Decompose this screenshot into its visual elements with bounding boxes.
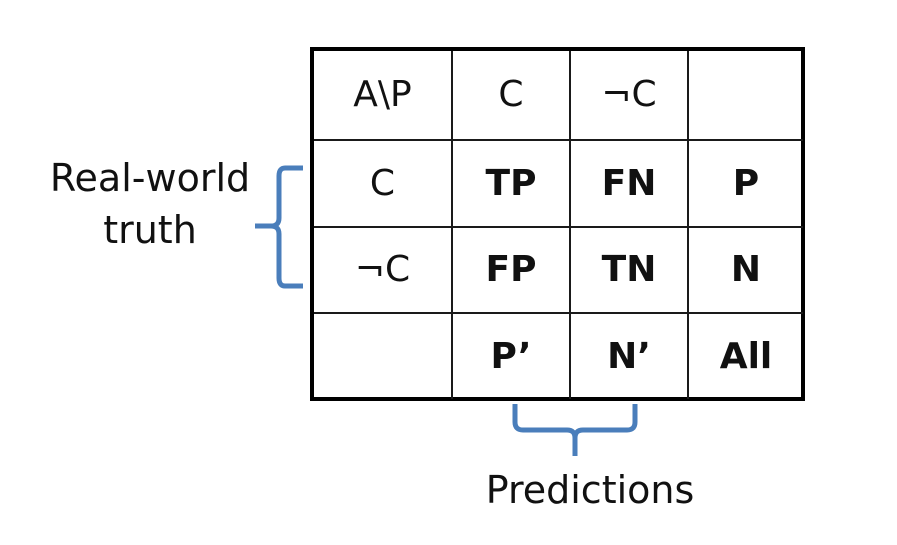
real-world-truth-label-line2: truth: [103, 208, 197, 252]
matrix-cell: TP: [453, 141, 571, 228]
matrix-cell: P: [689, 141, 803, 228]
matrix-cell: P’: [453, 314, 571, 399]
columns-brace: [512, 404, 638, 456]
matrix-cell: C: [314, 141, 453, 228]
matrix-cell: All: [719, 335, 773, 377]
matrix-cell: A\P: [314, 51, 453, 141]
rows-brace: [255, 165, 303, 289]
matrix-cell: ¬C: [571, 51, 689, 141]
matrix-cell: TN: [571, 228, 689, 314]
confusion-matrix-table: A\P C ¬C C TP FN P ¬C FP TN N P’ N’ All: [310, 47, 805, 401]
real-world-truth-label: Real-world truth: [30, 152, 270, 256]
predictions-label: Predictions: [485, 468, 695, 512]
matrix-cell: N’: [571, 314, 689, 399]
real-world-truth-label-line1: Real-world: [49, 156, 251, 200]
matrix-cell: [689, 51, 803, 141]
matrix-cell: [314, 314, 453, 399]
rows-brace-path: [255, 165, 303, 289]
columns-brace-path: [512, 404, 638, 456]
matrix-cell: ¬C: [314, 228, 453, 314]
matrix-cell: FN: [571, 141, 689, 228]
matrix-cell: N: [689, 228, 803, 314]
matrix-cell: C: [453, 51, 571, 141]
matrix-cell: FP: [453, 228, 571, 314]
